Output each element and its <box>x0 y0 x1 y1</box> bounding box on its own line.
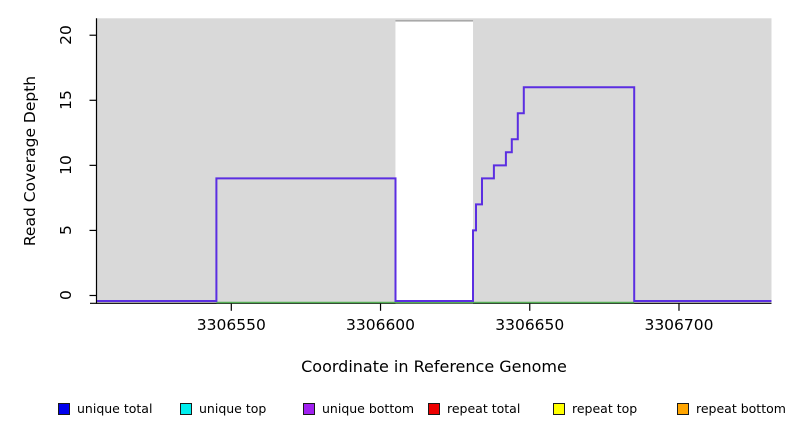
y-tick-label: 0 <box>57 290 75 301</box>
legend-label: unique top <box>199 401 267 416</box>
y-tick-label: 10 <box>57 155 75 176</box>
legend-swatch <box>58 403 70 415</box>
series-line-1 <box>97 86 772 302</box>
legend-label: repeat top <box>572 401 638 416</box>
legend-label: repeat total <box>447 401 521 416</box>
x-tick-label: 3306600 <box>346 316 416 334</box>
legend-label: unique total <box>77 401 153 416</box>
y-tick-label: 20 <box>57 25 75 46</box>
legend-swatch <box>303 403 315 415</box>
legend-label: unique bottom <box>322 401 415 416</box>
x-tick-label: 3306650 <box>495 316 565 334</box>
legend-label: repeat bottom <box>696 401 786 416</box>
legend-swatch <box>428 403 440 415</box>
x-tick-label: 3306550 <box>196 316 266 334</box>
legend-swatch <box>180 403 192 415</box>
coverage-gap-band <box>395 20 474 304</box>
x-tick-label: 3306700 <box>644 316 714 334</box>
y-tick-label: 15 <box>57 90 75 111</box>
legend-swatch <box>553 403 565 415</box>
y-tick-label: 5 <box>57 225 75 236</box>
y-axis-title: Read Coverage Depth <box>21 75 39 247</box>
legend-swatch <box>677 403 689 415</box>
x-axis-title: Coordinate in Reference Genome <box>301 357 567 376</box>
